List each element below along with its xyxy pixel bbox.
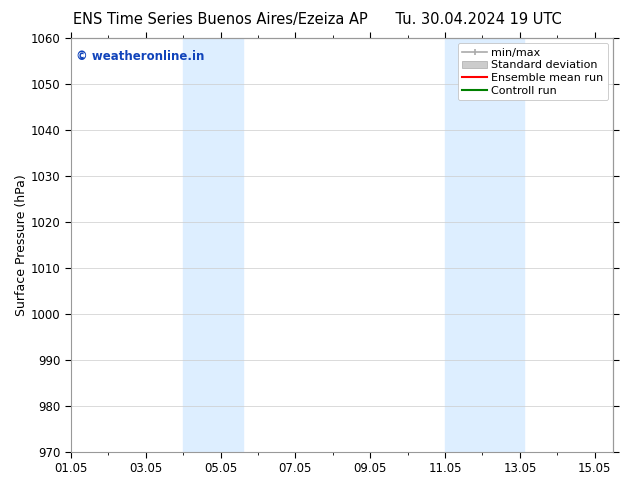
Bar [445, 38, 524, 452]
Legend: min/max, Standard deviation, Ensemble mean run, Controll run: min/max, Standard deviation, Ensemble me… [458, 43, 608, 100]
Y-axis label: Surface Pressure (hPa): Surface Pressure (hPa) [15, 174, 28, 316]
Bar [183, 38, 243, 452]
Text: © weatheronline.in: © weatheronline.in [76, 50, 205, 63]
Text: ENS Time Series Buenos Aires/Ezeiza AP      Tu. 30.04.2024 19 UTC: ENS Time Series Buenos Aires/Ezeiza AP T… [73, 12, 561, 27]
